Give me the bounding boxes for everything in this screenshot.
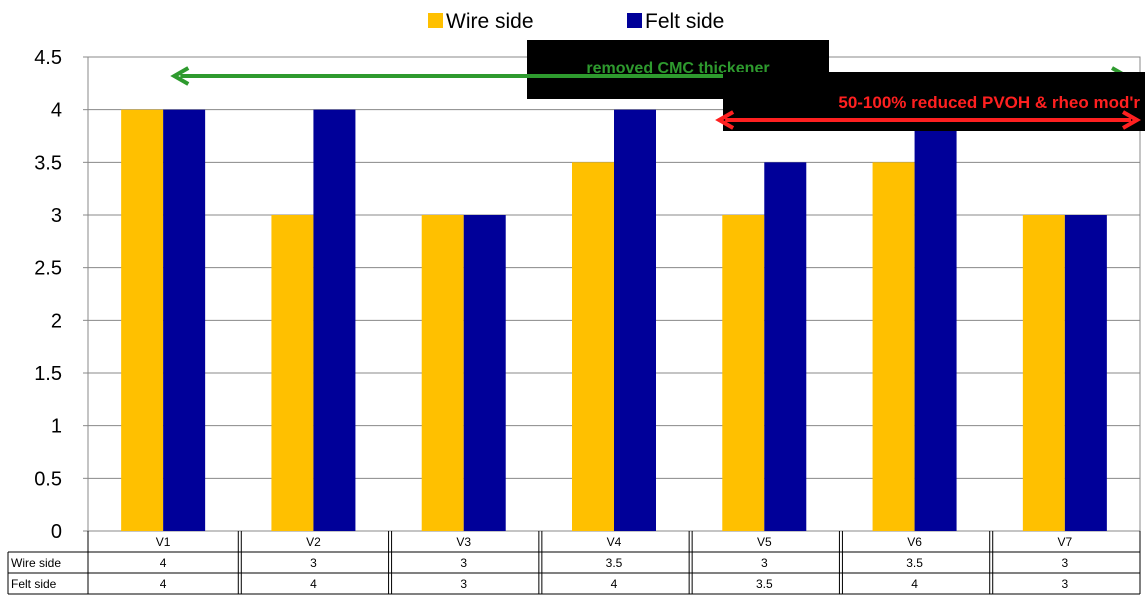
annotation-arrow-green-head-left	[170, 66, 190, 86]
y-axis-ticks: 0 0.5 1 1.5 2 2.5 3 3.5 4 4.5	[34, 47, 62, 543]
legend-label: Felt side	[645, 10, 724, 33]
table-cell: 4	[911, 577, 918, 591]
annotation-arrow-red-head-left	[715, 110, 735, 130]
x-tick-label: V3	[456, 535, 471, 549]
x-tick-label: V6	[907, 535, 922, 549]
bar-felt-side-v2	[313, 109, 356, 532]
table-cell: 4	[611, 577, 618, 591]
legend-swatch	[428, 13, 443, 28]
legend-label: Wire side	[446, 10, 534, 33]
bar-wire-side-v4	[572, 162, 614, 532]
table-cell: 4	[160, 577, 167, 591]
y-tick-label: 1	[51, 416, 62, 438]
y-tick-label: 4.5	[34, 47, 62, 69]
bar-felt-side-v4	[614, 109, 656, 532]
table-cell: 4	[310, 577, 317, 591]
bar-wire-side-v7	[1022, 215, 1065, 531]
bar-wire-side-v6	[872, 162, 915, 532]
x-tick-label: V1	[156, 535, 171, 549]
table-cell: 3	[1062, 577, 1069, 591]
bar-felt-side-v6	[914, 109, 957, 532]
x-tick-label: V7	[1058, 535, 1073, 549]
bar-wire-side-v3	[421, 215, 464, 531]
x-tick-label: V5	[757, 535, 772, 549]
y-tick-label: 2.5	[34, 258, 62, 280]
table-cell: 3	[460, 556, 467, 570]
y-tick-label: 0	[51, 521, 62, 543]
bar-felt-side-v7	[1064, 215, 1107, 531]
table-cell: 3.5	[756, 577, 773, 591]
bar-felt-side-v3	[463, 215, 506, 531]
annotation-arrow-red-head-right	[1122, 110, 1142, 130]
table-cell: 3.5	[906, 556, 923, 570]
table-cell: 3	[1062, 556, 1069, 570]
x-tick-label: V4	[607, 535, 622, 549]
bar-felt-side-v5	[764, 162, 807, 532]
table-row-label: Wire side	[11, 556, 61, 570]
bars	[121, 109, 1107, 532]
y-tick-label: 3.5	[34, 152, 62, 174]
bar-wire-side-v5	[722, 215, 765, 531]
y-tick-label: 4	[51, 100, 62, 122]
x-tick-label: V2	[306, 535, 321, 549]
table-cell: 3	[761, 556, 768, 570]
legend-swatch	[627, 13, 642, 28]
data-table: V1 4 4 V2 3 4 V3 3 3 V4 3.5 4 V5 3 3.5 V6 3.5 4 V7 3 3 Wire s…	[7, 531, 1141, 595]
bar-wire-side-v1	[121, 109, 164, 532]
table-row-label: Felt side	[11, 577, 57, 591]
y-tick-label: 1.5	[34, 363, 62, 385]
table-cell: 4	[160, 556, 167, 570]
table-cell: 3.5	[606, 556, 623, 570]
bar-wire-side-v2	[271, 215, 314, 531]
legend: Wire side Felt side	[428, 10, 724, 33]
table-cell: 3	[310, 556, 317, 570]
annotation-text-red: 50-100% reduced PVOH & rheo mod'r	[838, 93, 1140, 112]
y-tick-label: 2	[51, 310, 62, 332]
table-cell: 3	[460, 577, 467, 591]
y-tick-label: 3	[51, 205, 62, 227]
bar-felt-side-v1	[163, 109, 206, 532]
y-tick-label: 0.5	[34, 468, 62, 490]
